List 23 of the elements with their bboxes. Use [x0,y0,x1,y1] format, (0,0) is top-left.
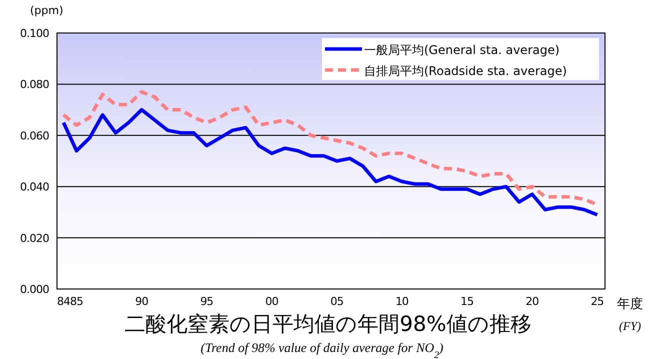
x-tick-label: 25 [590,295,604,308]
x-tick-label: 15 [460,295,474,308]
y-tick-label: 0.040 [20,180,50,194]
y-tick-label: 0.100 [20,27,50,40]
x-tick-label: 84 [57,295,71,308]
text: (Trend of 98% value of daily average for NO$_{2}$) [200,340,444,359]
y-tick-label: 0.080 [20,78,50,92]
x-tick-label: 85 [70,295,84,308]
x-axis-title: 年度 (FY) [617,296,643,333]
legend-label: 一般局平均(General sta. average) [364,43,560,57]
x-tick-label: 95 [200,295,214,308]
y-tick-label: 0.020 [20,232,50,245]
y-tick-label: 0.000 [20,283,50,296]
y-axis-title: (ppm) [30,4,64,17]
x-tick-label: 90 [135,295,149,308]
x-tick-label: 10 [395,295,409,308]
y-tick-label: 0.060 [20,129,50,142]
line-series [62,108,599,217]
x-tick-label: 20 [526,295,540,308]
x-tick-label: 00 [265,295,279,308]
legend-label: 自排局平均(Roadside sta. average) [364,64,567,78]
x-tick-label: 05 [330,295,344,308]
text: 二酸化窒素の日平均値の年間98%値の推移 [124,312,532,336]
